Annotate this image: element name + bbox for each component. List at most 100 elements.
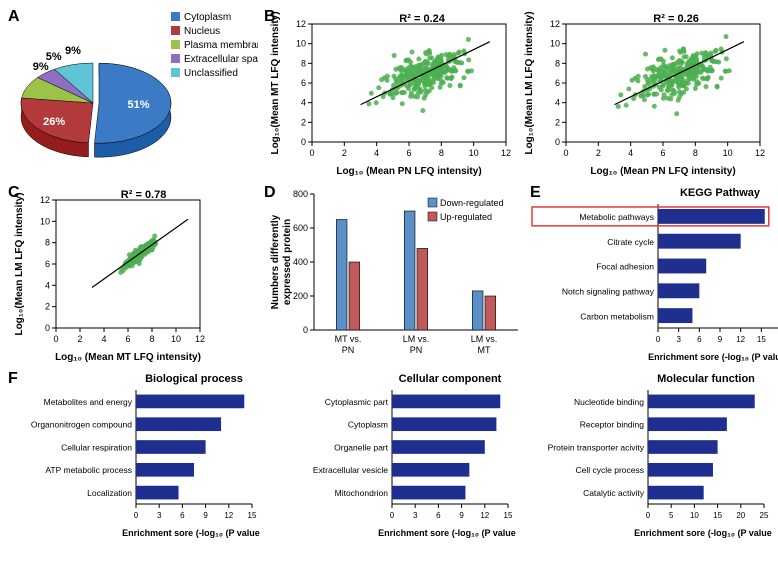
svg-text:Catalytic activity: Catalytic activity <box>583 488 645 498</box>
svg-text:12: 12 <box>224 511 233 520</box>
svg-text:KEGG Pathway: KEGG Pathway <box>680 187 761 199</box>
svg-text:Log₁₀ (Mean PN LFQ intensity): Log₁₀ (Mean PN LFQ intensity) <box>336 166 481 177</box>
svg-text:8: 8 <box>149 334 154 344</box>
svg-text:Protein transporter acivity: Protein transporter acivity <box>548 442 645 452</box>
svg-text:10: 10 <box>550 39 560 49</box>
scatter-b1: 024681012024681012R² = 0.24Log₁₀ (Mean P… <box>264 8 514 178</box>
svg-text:2: 2 <box>45 302 50 312</box>
svg-text:Extracellular vesicle: Extracellular vesicle <box>313 465 388 475</box>
hbar-kegg: KEGG Pathway0369121518Metabolic pathways… <box>530 184 778 364</box>
svg-text:10: 10 <box>296 39 306 49</box>
svg-text:ATP metabolic process: ATP metabolic process <box>45 465 132 475</box>
svg-text:0: 0 <box>646 511 651 520</box>
panel-d: D 0200400600800MT vs.PNLM vs.PNLM vs.MTD… <box>264 184 524 364</box>
svg-text:9: 9 <box>718 335 723 344</box>
svg-text:0: 0 <box>390 511 395 520</box>
panel-c: C 024681012024681012R² = 0.78Log₁₀ (Mean… <box>8 184 258 364</box>
svg-text:Cellular respiration: Cellular respiration <box>61 442 132 452</box>
svg-text:8: 8 <box>693 148 698 158</box>
svg-text:2: 2 <box>77 334 82 344</box>
svg-text:800: 800 <box>293 189 308 199</box>
figure-grid: A 51%26%9%5%9%CytoplasmNucleusPlasma mem… <box>8 8 770 540</box>
svg-text:10: 10 <box>723 148 733 158</box>
svg-text:R² = 0.24: R² = 0.24 <box>399 13 445 25</box>
svg-text:2: 2 <box>301 117 306 127</box>
svg-text:4: 4 <box>101 334 106 344</box>
panel-f-label: F <box>8 370 18 388</box>
svg-text:Plasma membrane: Plasma membrane <box>184 40 258 51</box>
svg-text:6: 6 <box>697 335 702 344</box>
svg-text:15: 15 <box>504 511 513 520</box>
svg-text:20: 20 <box>736 511 745 520</box>
svg-text:0: 0 <box>53 334 58 344</box>
svg-text:Enrichment sore (-log₁₀ (P val: Enrichment sore (-log₁₀ (P value)) <box>648 352 778 362</box>
svg-text:2: 2 <box>596 148 601 158</box>
svg-text:0: 0 <box>563 148 568 158</box>
svg-text:6: 6 <box>180 511 185 520</box>
hbar-bp: Biological process03691215Metabolites an… <box>8 370 260 540</box>
svg-text:12: 12 <box>736 335 745 344</box>
svg-text:5: 5 <box>669 511 674 520</box>
svg-text:0: 0 <box>134 511 139 520</box>
svg-text:9: 9 <box>203 511 208 520</box>
svg-text:10: 10 <box>171 334 181 344</box>
svg-text:12: 12 <box>755 148 765 158</box>
svg-text:9%: 9% <box>65 45 81 57</box>
hbar-mf: Molecular function0510152025Nucleotide b… <box>520 370 772 540</box>
svg-text:4: 4 <box>45 280 50 290</box>
svg-text:3: 3 <box>157 511 162 520</box>
svg-text:Localization: Localization <box>87 488 132 498</box>
svg-text:10: 10 <box>469 148 479 158</box>
svg-text:Carbon metabolism: Carbon metabolism <box>580 311 654 321</box>
svg-text:LM vs.: LM vs. <box>471 334 498 344</box>
hbar-cc: Cellular component03691215Cytoplasmic pa… <box>264 370 516 540</box>
svg-text:Focal adhesion: Focal adhesion <box>596 262 654 272</box>
svg-text:Metabolic pathways: Metabolic pathways <box>579 212 654 222</box>
svg-text:Cytoplasmic part: Cytoplasmic part <box>325 397 389 407</box>
svg-text:3: 3 <box>413 511 418 520</box>
panel-f: F Biological process03691215Metabolites … <box>8 370 778 540</box>
svg-text:6: 6 <box>555 78 560 88</box>
panel-c-label: C <box>8 184 20 202</box>
pie-chart: 51%26%9%5%9%CytoplasmNucleusPlasma membr… <box>8 8 258 178</box>
svg-text:Up-regulated: Up-regulated <box>440 212 492 222</box>
svg-text:400: 400 <box>293 257 308 267</box>
panel-d-label: D <box>264 184 276 202</box>
svg-text:12: 12 <box>40 195 50 205</box>
svg-text:Enrichment sore (-log₁₀ (P val: Enrichment sore (-log₁₀ (P value)) <box>122 528 260 538</box>
svg-text:Receptor binding: Receptor binding <box>580 420 645 430</box>
svg-text:Extracellular space: Extracellular space <box>184 54 258 65</box>
svg-text:LM vs.: LM vs. <box>403 334 430 344</box>
svg-text:8: 8 <box>301 58 306 68</box>
svg-text:Cytoplasm: Cytoplasm <box>184 12 231 23</box>
svg-text:15: 15 <box>713 511 722 520</box>
svg-text:4: 4 <box>301 98 306 108</box>
svg-text:6: 6 <box>660 148 665 158</box>
svg-text:Mitochondrion: Mitochondrion <box>335 488 389 498</box>
svg-text:0: 0 <box>656 335 661 344</box>
svg-text:2: 2 <box>555 117 560 127</box>
panel-a: A 51%26%9%5%9%CytoplasmNucleusPlasma mem… <box>8 8 258 178</box>
svg-text:200: 200 <box>293 291 308 301</box>
svg-text:2: 2 <box>342 148 347 158</box>
svg-text:10: 10 <box>690 511 699 520</box>
svg-text:4: 4 <box>555 98 560 108</box>
svg-text:12: 12 <box>296 19 306 29</box>
svg-text:6: 6 <box>406 148 411 158</box>
svg-text:51%: 51% <box>128 99 150 111</box>
svg-text:R² = 0.26: R² = 0.26 <box>653 13 699 25</box>
svg-text:Notch signaling pathway: Notch signaling pathway <box>562 287 655 297</box>
svg-text:0: 0 <box>303 325 308 335</box>
svg-text:Cell cycle process: Cell cycle process <box>576 465 645 475</box>
svg-text:MT: MT <box>478 345 491 355</box>
svg-text:Nucleus: Nucleus <box>184 26 220 37</box>
svg-text:Organonitrogen compound: Organonitrogen compound <box>31 420 132 430</box>
svg-text:Biological process: Biological process <box>145 373 243 385</box>
svg-text:0: 0 <box>309 148 314 158</box>
svg-text:5%: 5% <box>46 51 62 63</box>
panel-b: B 0 2 4 6 8 10 12 0 2 4 6 8 10 12 R² = 0.24 Log₁₀ (Mean… <box>264 8 778 178</box>
panel-b-label: B <box>264 8 276 26</box>
svg-text:Enrichment sore (-log₁₀ (P val: Enrichment sore (-log₁₀ (P value)) <box>634 528 772 538</box>
svg-text:PN: PN <box>342 345 355 355</box>
svg-text:12: 12 <box>480 511 489 520</box>
